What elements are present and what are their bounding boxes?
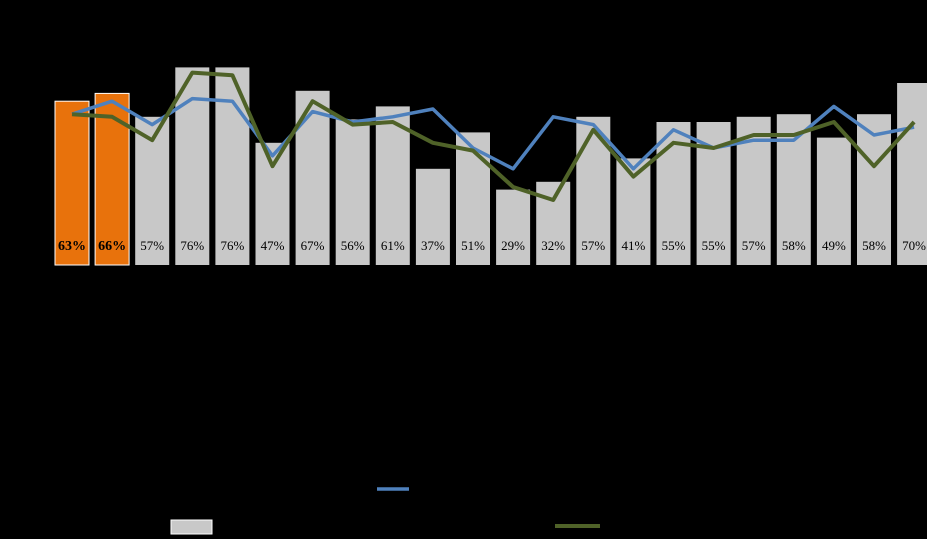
bar-data-label: 55% — [662, 238, 686, 253]
bar — [816, 137, 851, 265]
bar-data-label: 70% — [902, 238, 926, 253]
lines-group — [71, 70, 916, 202]
bar-data-label: 51% — [461, 238, 485, 253]
bar-data-label: 57% — [581, 238, 605, 253]
legend-swatch-gray-bar — [170, 519, 213, 535]
bar-data-label: 76% — [220, 238, 244, 253]
bar — [496, 189, 531, 265]
bar-data-label: 58% — [862, 238, 886, 253]
bar-data-label: 55% — [702, 238, 726, 253]
bar-data-label: 49% — [822, 238, 846, 253]
bar-data-label: 57% — [742, 238, 766, 253]
bar-data-label: 56% — [341, 238, 365, 253]
bar — [335, 119, 370, 266]
bar — [897, 83, 927, 265]
bar-data-label: 32% — [541, 238, 565, 253]
bar-data-label: 47% — [261, 238, 285, 253]
bar-data-label: 76% — [180, 238, 204, 253]
bar-data-label: 29% — [501, 238, 525, 253]
bar-data-label: 57% — [140, 238, 164, 253]
bar-data-label: 67% — [301, 238, 325, 253]
bar-data-label: 41% — [621, 238, 645, 253]
bar-data-label: 58% — [782, 238, 806, 253]
bar — [215, 67, 250, 266]
bar-data-label: 37% — [421, 238, 445, 253]
bar — [857, 114, 891, 265]
series-line-green — [71, 70, 916, 202]
series-line-blue — [71, 96, 915, 171]
bar-data-label: 61% — [381, 238, 405, 253]
bar — [54, 100, 90, 266]
bar-labels-group: 63% 66% 57% 76% 76% 47% 67% 56% 61% 37% 51% 29% 32% 5… — [58, 238, 926, 254]
legend — [170, 487, 600, 535]
bar-data-label: 63% — [58, 239, 86, 254]
bar — [375, 106, 410, 266]
bar — [415, 168, 450, 265]
bar-data-label: 66% — [98, 239, 126, 254]
